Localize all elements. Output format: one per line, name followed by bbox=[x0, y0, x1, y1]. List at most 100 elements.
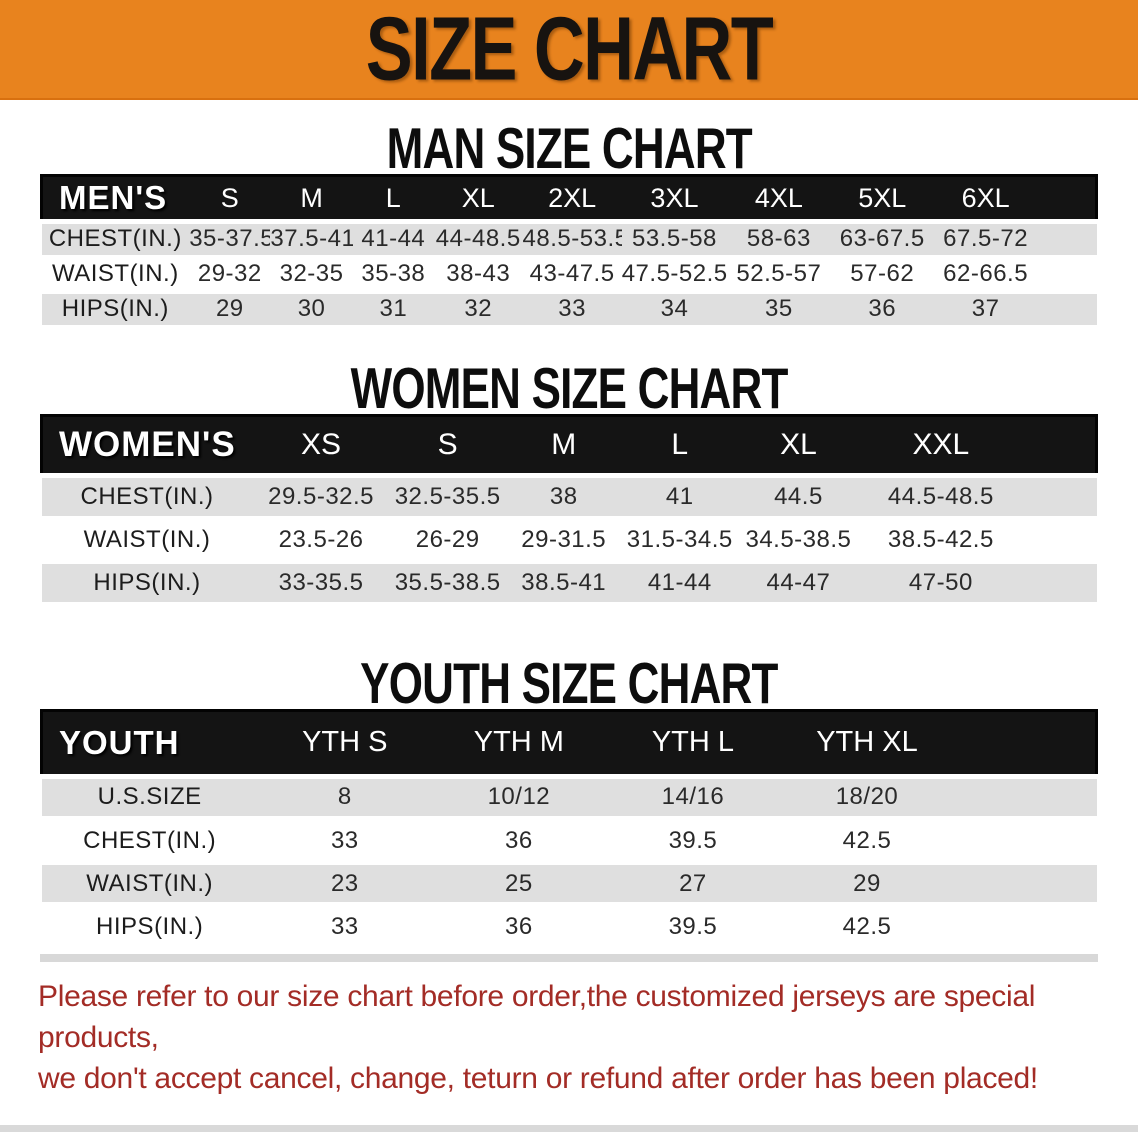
bottom-divider bbox=[0, 1125, 1138, 1132]
table-cell: 36 bbox=[431, 905, 606, 951]
table-cell: 33 bbox=[257, 905, 432, 951]
table-cell: 58-63 bbox=[727, 219, 831, 259]
column-header: YTH XL bbox=[779, 708, 955, 778]
filler-cell bbox=[1037, 174, 1099, 223]
table-cell: 42.5 bbox=[779, 819, 955, 865]
table-cell: 44.5 bbox=[737, 472, 860, 521]
table-cell: 38-43 bbox=[433, 256, 523, 294]
table-cell: 44-48.5 bbox=[433, 219, 523, 259]
man-section-heading: MAN SIZE CHART bbox=[0, 115, 1138, 181]
youth-section-heading-text: YOUTH SIZE CHART bbox=[360, 650, 778, 715]
table-cell: 25 bbox=[431, 862, 606, 908]
table-cell: 32 bbox=[433, 291, 523, 329]
column-header: XL bbox=[433, 174, 523, 223]
mens-table-title: MEN'S bbox=[40, 174, 190, 223]
table-cell: 67.5-72 bbox=[933, 219, 1038, 259]
table-cell: 48.5-53.5 bbox=[522, 219, 622, 259]
column-header: 6XL bbox=[933, 174, 1038, 223]
column-header: 5XL bbox=[830, 174, 934, 223]
table-cell: 52.5-57 bbox=[727, 256, 831, 294]
womens-table-title: WOMEN'S bbox=[40, 413, 253, 477]
mens-header-row: MEN'S S M L XL 2XL 3XL 4XL 5XL 6XL bbox=[40, 174, 1099, 223]
row-label: CHEST(IN.) bbox=[41, 472, 253, 521]
table-cell: 41-44 bbox=[352, 219, 434, 259]
table-cell: 35-38 bbox=[352, 256, 434, 294]
filler-cell bbox=[954, 819, 1097, 865]
filler-cell bbox=[1022, 561, 1097, 607]
table-cell: 57-62 bbox=[830, 256, 934, 294]
table-row: WAIST(IN.) 29-32 32-35 35-38 38-43 43-47… bbox=[41, 256, 1097, 294]
column-header: M bbox=[505, 413, 622, 477]
table-row: CHEST(IN.) 33 36 39.5 42.5 bbox=[41, 819, 1097, 865]
column-header: S bbox=[389, 413, 506, 477]
footer-disclaimer: Please refer to our size chart before or… bbox=[0, 976, 1138, 1099]
table-cell: 32-35 bbox=[270, 256, 353, 294]
row-label: HIPS(IN.) bbox=[41, 291, 190, 329]
table-cell: 47-50 bbox=[859, 561, 1023, 607]
table-cell: 31 bbox=[352, 291, 434, 329]
table-cell: 38 bbox=[505, 472, 622, 521]
filler-cell bbox=[1022, 413, 1098, 477]
column-header: 2XL bbox=[522, 174, 622, 223]
table-cell: 39.5 bbox=[605, 905, 780, 951]
table-row: U.S.SIZE 8 10/12 14/16 18/20 bbox=[41, 773, 1097, 822]
youth-table-title: YOUTH bbox=[39, 708, 258, 778]
column-header: YTH S bbox=[257, 708, 432, 778]
table-cell: 34.5-38.5 bbox=[737, 518, 860, 564]
footer-disclaimer-line1: Please refer to our size chart before or… bbox=[38, 980, 1036, 1054]
table-cell: 35.5-38.5 bbox=[389, 561, 506, 607]
table-cell: 29-32 bbox=[189, 256, 271, 294]
table-row: HIPS(IN.) 33-35.5 35.5-38.5 38.5-41 41-4… bbox=[41, 561, 1097, 607]
column-header: S bbox=[189, 174, 271, 223]
table-cell: 53.5-58 bbox=[621, 219, 728, 259]
filler-cell bbox=[954, 905, 1097, 951]
table-cell: 63-67.5 bbox=[830, 219, 934, 259]
man-section-heading-text: MAN SIZE CHART bbox=[386, 115, 752, 181]
table-cell: 44-47 bbox=[737, 561, 860, 607]
row-label: WAIST(IN.) bbox=[41, 256, 190, 294]
table-cell: 14/16 bbox=[605, 773, 780, 822]
filler-cell bbox=[1037, 291, 1097, 329]
womens-size-table: WOMEN'S XS S M L XL XXL CHEST(IN.) 29.5-… bbox=[40, 413, 1098, 607]
column-header: YTH M bbox=[431, 708, 606, 778]
column-header: L bbox=[621, 413, 738, 477]
table-cell: 62-66.5 bbox=[933, 256, 1038, 294]
banner-title: SIZE CHART bbox=[365, 0, 774, 99]
filler-cell bbox=[954, 708, 1099, 778]
table-cell: 29 bbox=[779, 862, 955, 908]
footer-disclaimer-line2: we don't accept cancel, change, teturn o… bbox=[38, 1062, 1038, 1095]
table-row: HIPS(IN.) 29 30 31 32 33 34 35 36 37 bbox=[41, 291, 1097, 329]
table-cell: 33 bbox=[522, 291, 622, 329]
table-cell: 29.5-32.5 bbox=[252, 472, 390, 521]
table-cell: 26-29 bbox=[389, 518, 506, 564]
table-cell: 42.5 bbox=[779, 905, 955, 951]
column-header: XXL bbox=[859, 413, 1023, 477]
women-section-heading: WOMEN SIZE CHART bbox=[0, 359, 1138, 416]
row-label: U.S.SIZE bbox=[41, 773, 258, 822]
table-cell: 23.5-26 bbox=[252, 518, 390, 564]
youth-header-row: YOUTH YTH S YTH M YTH L YTH XL bbox=[39, 708, 1099, 778]
column-header: 3XL bbox=[621, 174, 728, 223]
table-cell: 41-44 bbox=[621, 561, 738, 607]
table-cell: 38.5-41 bbox=[505, 561, 622, 607]
row-label: CHEST(IN.) bbox=[41, 219, 190, 259]
table-cell: 41 bbox=[621, 472, 738, 521]
column-header: XS bbox=[252, 413, 390, 477]
table-cell: 33 bbox=[257, 819, 432, 865]
table-cell: 30 bbox=[270, 291, 353, 329]
table-cell: 37 bbox=[933, 291, 1038, 329]
table-cell: 31.5-34.5 bbox=[621, 518, 738, 564]
table-cell: 47.5-52.5 bbox=[621, 256, 728, 294]
row-label: CHEST(IN.) bbox=[41, 819, 258, 865]
row-label: WAIST(IN.) bbox=[41, 862, 258, 908]
table-cell: 43-47.5 bbox=[522, 256, 622, 294]
table-cell: 8 bbox=[257, 773, 432, 822]
table-row: WAIST(IN.) 23 25 27 29 bbox=[41, 862, 1097, 908]
table-cell: 10/12 bbox=[431, 773, 606, 822]
column-header: XL bbox=[737, 413, 860, 477]
filler-cell bbox=[1037, 219, 1097, 259]
column-header: M bbox=[270, 174, 353, 223]
row-label: HIPS(IN.) bbox=[41, 905, 258, 951]
column-header: L bbox=[352, 174, 434, 223]
filler-cell bbox=[954, 773, 1097, 822]
